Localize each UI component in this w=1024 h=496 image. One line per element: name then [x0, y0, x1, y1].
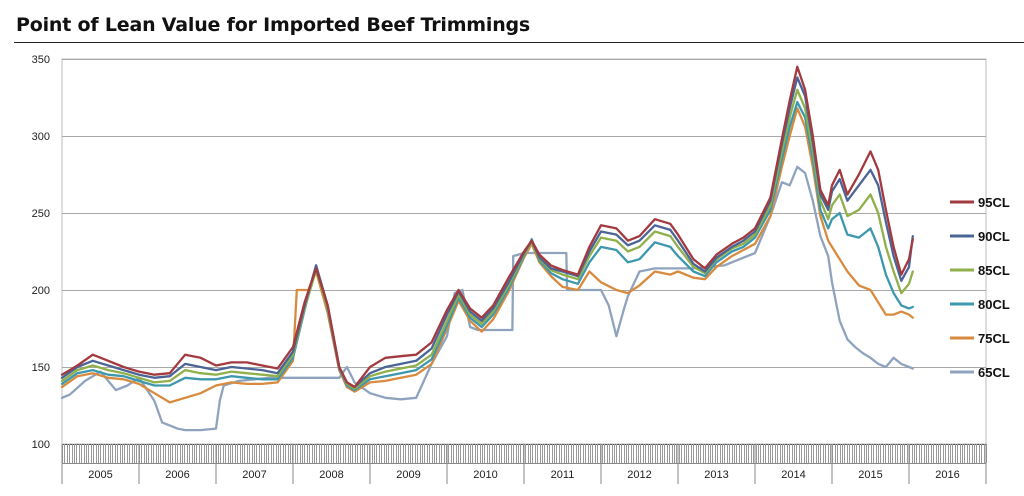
series-line-95cl — [60, 65, 914, 389]
legend-label-75cl: 75CL — [978, 331, 1010, 346]
x-tick-label: 2009 — [396, 469, 420, 481]
title-underline — [14, 42, 1024, 43]
y-tick-label: 250 — [32, 208, 50, 220]
series-line-85cl — [60, 88, 914, 390]
chart-title: Point of Lean Value for Imported Beef Tr… — [16, 14, 531, 36]
x-tick-label: 2014 — [781, 469, 805, 481]
legend-label-90cl: 90CL — [978, 229, 1010, 244]
series-line-75cl — [60, 107, 914, 404]
x-tick-label: 2008 — [319, 469, 343, 481]
x-tick-label: 2013 — [704, 469, 728, 481]
legend-label-80cl: 80CL — [978, 297, 1010, 312]
x-tick-label: 2015 — [858, 469, 882, 481]
y-tick-label: 150 — [32, 362, 50, 374]
series-line-90cl — [60, 76, 914, 389]
x-tick-label: 2011 — [551, 469, 575, 481]
series-line-65cl — [60, 165, 914, 432]
x-tick-label: 2006 — [165, 469, 189, 481]
series-line-80cl — [60, 100, 914, 392]
legend: 95CL 90CL 85CL 80CL 75CL 65CL — [950, 195, 1010, 380]
axes: 100 150 200 250 300 350 2005 2006 2007 2008 2009 20… — [32, 54, 987, 484]
y-tick-label: 100 — [32, 439, 50, 451]
x-tick-label: 2007 — [242, 469, 266, 481]
legend-label-95cl: 95CL — [978, 195, 1010, 210]
x-tick-label: 2010 — [473, 469, 497, 481]
y-tick-label: 200 — [32, 285, 50, 297]
legend-label-85cl: 85CL — [978, 263, 1010, 278]
x-tick-label: 2012 — [627, 469, 651, 481]
x-tick-label: 2005 — [88, 469, 112, 481]
series-lines — [60, 65, 914, 432]
y-tick-label: 350 — [32, 54, 50, 66]
x-tick-label: 2016 — [935, 469, 959, 481]
legend-label-65cl: 65CL — [978, 365, 1010, 380]
y-tick-label: 300 — [32, 131, 50, 143]
